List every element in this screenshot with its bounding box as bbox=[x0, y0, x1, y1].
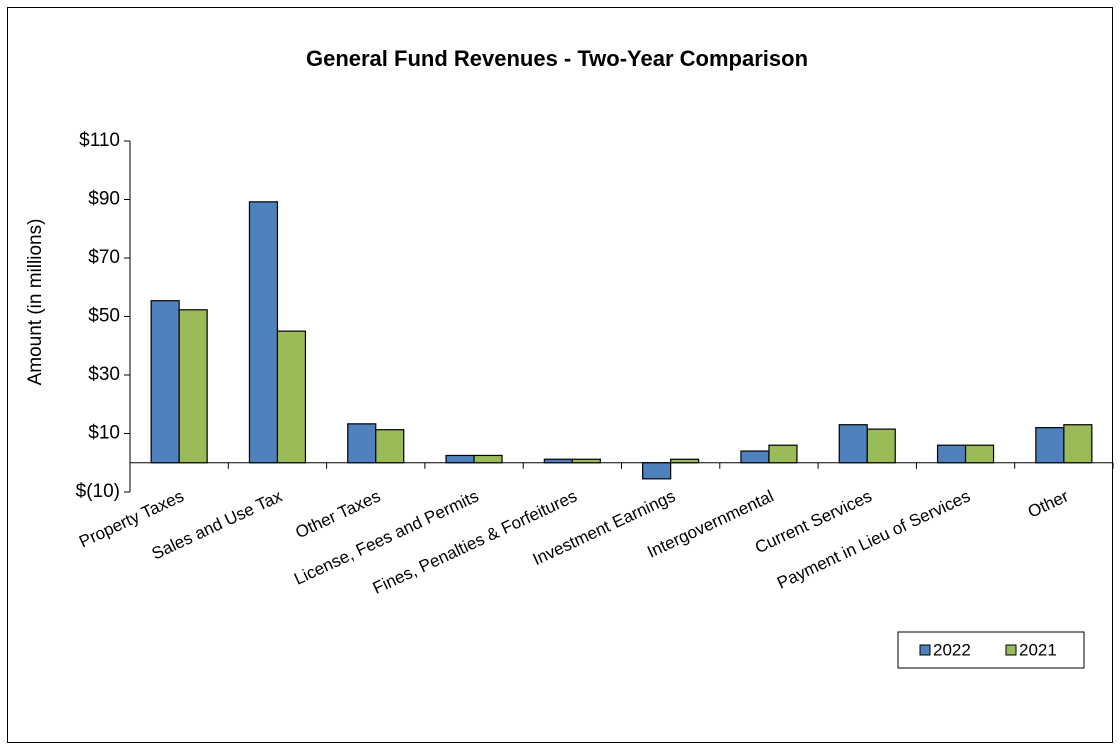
bar bbox=[838, 424, 868, 464]
y-tick-label: $10 bbox=[88, 423, 120, 444]
y-tick-label: $90 bbox=[88, 189, 120, 210]
bar bbox=[1063, 424, 1093, 464]
legend-label: 2022 bbox=[933, 640, 971, 659]
y-axis-label: Amount (in millions) bbox=[25, 219, 46, 386]
legend-swatch bbox=[919, 644, 931, 656]
bar bbox=[375, 429, 405, 464]
y-tick-label: $110 bbox=[79, 130, 120, 151]
bar bbox=[150, 300, 180, 464]
chart-title: General Fund Revenues - Two-Year Compari… bbox=[306, 46, 808, 71]
bar bbox=[347, 423, 377, 464]
legend-label: 2021 bbox=[1019, 640, 1057, 659]
bar bbox=[276, 330, 307, 464]
bar bbox=[964, 444, 995, 464]
y-tick-label: $(10) bbox=[76, 481, 120, 502]
bar bbox=[571, 458, 601, 464]
bar bbox=[1035, 427, 1065, 464]
legend-swatch bbox=[1005, 644, 1017, 656]
bar bbox=[248, 201, 279, 464]
y-tick-label: $50 bbox=[88, 306, 120, 327]
y-tick-label: $70 bbox=[88, 247, 120, 268]
bar bbox=[866, 428, 896, 464]
bar bbox=[178, 309, 208, 464]
bar bbox=[642, 462, 672, 480]
bar bbox=[936, 444, 967, 464]
bar bbox=[473, 454, 503, 464]
bar bbox=[670, 458, 700, 464]
y-tick-label: $30 bbox=[88, 364, 120, 385]
bar bbox=[543, 458, 573, 464]
bar bbox=[740, 450, 770, 464]
bar bbox=[768, 444, 798, 464]
bar bbox=[445, 454, 475, 464]
